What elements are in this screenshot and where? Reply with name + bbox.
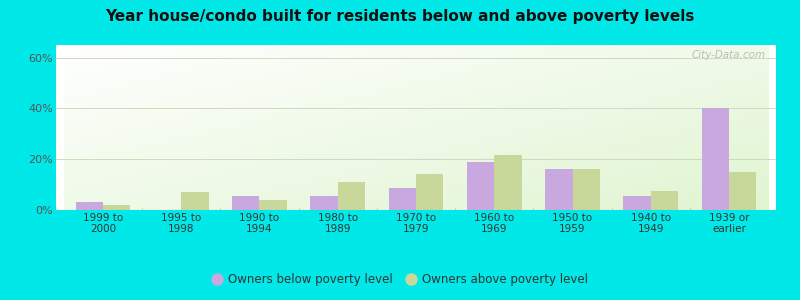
Bar xyxy=(416,175,443,210)
Bar xyxy=(103,205,130,210)
Bar xyxy=(729,172,757,210)
Bar xyxy=(545,169,573,210)
Bar xyxy=(467,162,494,210)
Legend: Owners below poverty level, Owners above poverty level: Owners below poverty level, Owners above… xyxy=(207,269,593,291)
Bar xyxy=(702,109,729,210)
Bar xyxy=(338,182,365,210)
Bar xyxy=(75,202,103,210)
Bar xyxy=(182,192,209,210)
Bar xyxy=(310,196,338,210)
Bar xyxy=(259,200,287,210)
Bar xyxy=(232,196,259,210)
Bar xyxy=(650,191,678,210)
Text: Year house/condo built for residents below and above poverty levels: Year house/condo built for residents bel… xyxy=(106,9,694,24)
Bar xyxy=(389,188,416,210)
Bar xyxy=(623,196,650,210)
Text: City-Data.com: City-Data.com xyxy=(691,50,766,60)
Bar xyxy=(573,169,600,210)
Bar xyxy=(494,155,522,210)
